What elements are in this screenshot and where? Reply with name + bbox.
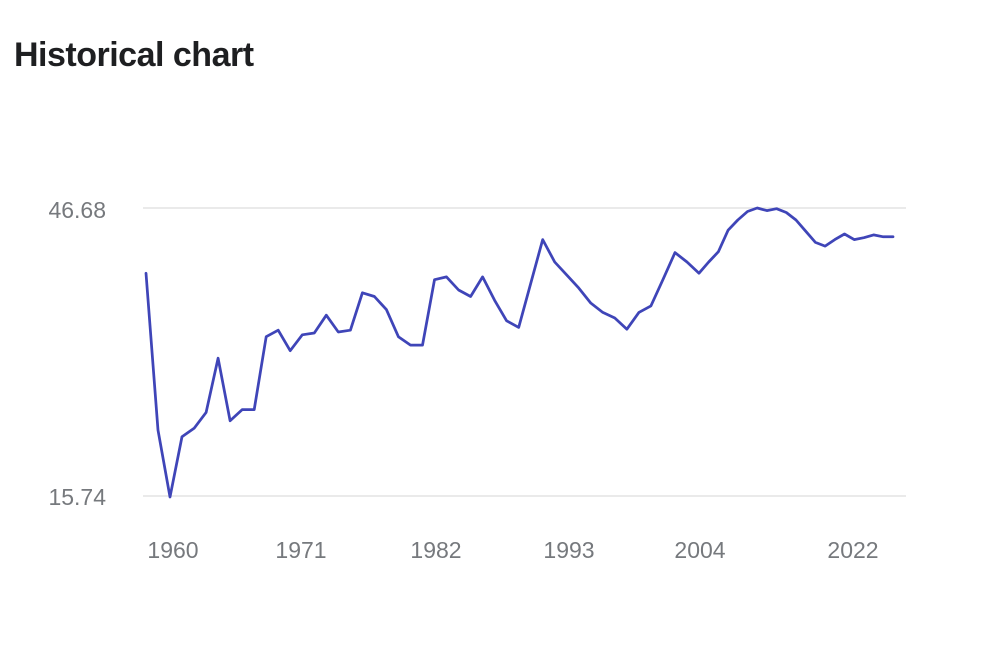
- history-line: [144, 206, 895, 499]
- x-tick-label: 1960: [147, 537, 199, 563]
- x-tick-label: 1971: [275, 537, 327, 563]
- gridline-min: [143, 495, 906, 497]
- page-title: Historical chart: [14, 36, 254, 74]
- y-axis-max-label: 46.68: [48, 197, 106, 223]
- y-axis-min-label: 15.74: [48, 484, 106, 510]
- x-tick-label: 1993: [543, 537, 595, 563]
- x-tick-label: 2022: [827, 537, 879, 563]
- gridline-max: [143, 207, 906, 209]
- x-tick-label: 2004: [674, 537, 726, 563]
- x-tick-label: 1982: [410, 537, 462, 563]
